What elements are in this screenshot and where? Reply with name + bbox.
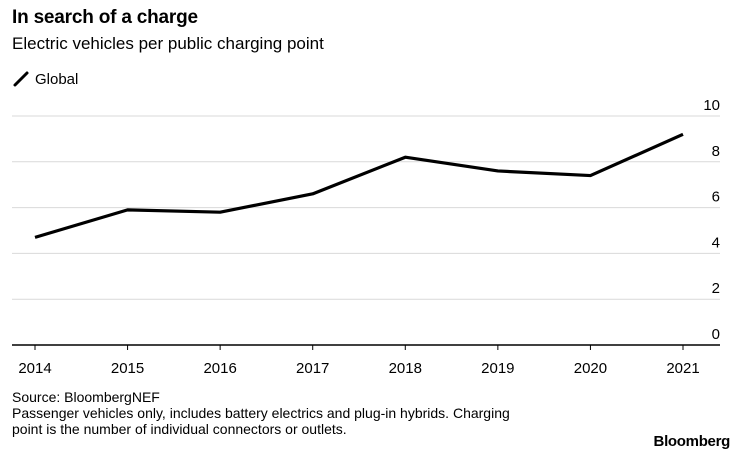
y-tick-label: 4 [712, 234, 720, 251]
y-tick-label: 2 [712, 280, 720, 297]
series-line-global [34, 132, 684, 239]
footnote-line-2: point is the number of individual connec… [12, 421, 347, 437]
x-tick-label: 2019 [481, 360, 514, 377]
x-tick-label: 2021 [666, 360, 699, 377]
chart-title: In search of a charge [12, 7, 198, 28]
gridlines [12, 115, 720, 346]
chart-subtitle: Electric vehicles per public charging po… [12, 34, 324, 53]
y-tick-label: 10 [703, 97, 720, 114]
bloomberg-logo: Bloomberg [653, 433, 731, 450]
x-tick-label: 2015 [111, 360, 144, 377]
x-tick-label: 2016 [203, 360, 236, 377]
y-tick-label: 0 [712, 326, 720, 343]
x-tick-label: 2014 [18, 360, 51, 377]
footer: Source: BloombergNEF Passenger vehicles … [12, 389, 612, 437]
footnote-line-1: Passenger vehicles only, includes batter… [12, 405, 510, 421]
y-axis-ticks: 0 2 4 6 8 10 [703, 97, 720, 343]
y-tick-label: 8 [712, 143, 720, 160]
x-tick-label: 2017 [296, 360, 329, 377]
legend: Global [12, 69, 78, 89]
x-tick-label: 2018 [389, 360, 422, 377]
x-axis-ticks: 2014 2015 2016 2017 2018 2019 2020 2021 [18, 345, 700, 377]
y-tick-label: 6 [712, 189, 720, 206]
legend-label: Global [35, 70, 79, 88]
legend-line-icon [13, 71, 29, 87]
source-note: Source: BloombergNEF [12, 389, 160, 405]
x-tick-label: 2020 [574, 360, 607, 377]
series-layer [34, 132, 684, 239]
